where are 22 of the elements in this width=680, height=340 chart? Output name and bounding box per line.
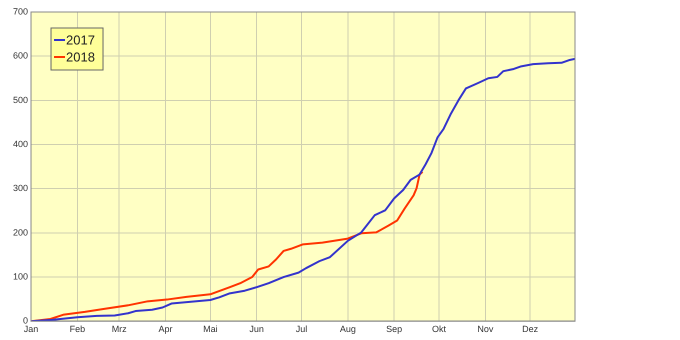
x-tick-label: Sep	[386, 324, 402, 334]
x-tick-label: Nov	[477, 324, 494, 334]
legend-label: 2018	[66, 50, 95, 65]
x-tick-label: Mrz	[112, 324, 128, 334]
y-tick-label: 400	[12, 139, 28, 149]
x-tick-label: Jul	[296, 324, 308, 334]
x-tick-label: Jun	[249, 324, 264, 334]
x-tick-label: Mai	[203, 324, 218, 334]
y-tick-label: 600	[12, 50, 28, 61]
x-tick-label: Aug	[340, 324, 356, 334]
x-tick-label: Okt	[432, 324, 446, 334]
y-tick-label: 100	[12, 272, 28, 282]
legend-label: 2017	[66, 32, 95, 48]
y-tick-label: 700	[12, 6, 28, 16]
x-tick-label: Jan	[24, 324, 38, 334]
x-tick-label: Apr	[158, 324, 173, 334]
y-tick-label: 300	[12, 183, 28, 194]
y-tick-label: 500	[12, 94, 28, 105]
y-tick-label: 0	[23, 316, 28, 326]
x-tick-label: Dez	[522, 324, 539, 334]
y-tick-label: 200	[12, 227, 28, 238]
x-tick-label: Feb	[70, 324, 86, 334]
